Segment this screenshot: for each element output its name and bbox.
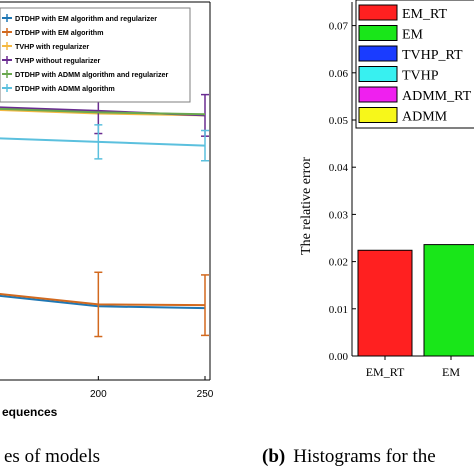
bar-chart-b: The relative error 0.000.010.020.030.040… [299, 0, 474, 379]
right-ytick-label-1: 0.01 [329, 304, 348, 316]
right-ytick-label-7: 0.07 [329, 21, 349, 33]
left-legend-label-3: TVHP without regularizer [15, 56, 101, 65]
right-legend-swatch-3 [358, 66, 398, 82]
right-legend: EM_RT EM TVHP_RT TVHP ADMM_RT ADMM [355, 0, 474, 129]
left-gridlines [97, 376, 206, 380]
left-xtick-labels: 200 250 [90, 389, 214, 400]
right-ytick-label-3: 0.03 [329, 209, 349, 221]
right-bar-0 [357, 249, 413, 357]
right-ytick-label-0: 0.00 [329, 351, 349, 363]
left-series-line-4 [0, 107, 206, 116]
right-bars [357, 244, 474, 357]
right-legend-swatch-1 [358, 25, 398, 41]
right-legend-swatch-2 [358, 45, 398, 62]
left-legend-label-4: DTDHP with ADMM algorithm and regularize… [15, 70, 169, 79]
line-chart-a: 200 250 equences DTDHP with EM algorithm … [0, 1, 214, 419]
caption-a: es of models [4, 446, 101, 467]
right-bar-1 [423, 244, 474, 357]
right-ytick-label-5: 0.05 [329, 115, 349, 127]
left-legend-label-5: DTDHP with ADMM algorithm [15, 84, 115, 93]
left-series-group [0, 87, 209, 338]
left-legend-label-2: TVHP with regularizer [15, 42, 89, 51]
caption-b-text: Histograms for the [293, 446, 436, 467]
right-ticks: 0.00 0.01 0.02 0.03 0.04 0.05 0.06 0.07 EM_RT EM [329, 21, 461, 379]
left-series-line-5 [0, 137, 206, 147]
right-legend-swatch-5 [358, 107, 398, 123]
left-legend-box [0, 7, 191, 103]
right-xtick-label-0: EM_RT [366, 365, 405, 379]
right-legend-label-2: TVHP_RT [402, 48, 463, 63]
left-series-line-2 [0, 109, 206, 117]
caption-b-label: (b) [262, 446, 286, 467]
right-ytick-label-2: 0.02 [329, 257, 348, 269]
left-xtick-label-1: 250 [197, 389, 214, 400]
right-legend-swatch-0 [358, 4, 398, 21]
right-legend-box [355, 0, 474, 129]
left-xtick-label-0: 200 [90, 389, 107, 400]
right-legend-label-4: ADMM_RT [402, 89, 472, 104]
right-legend-label-1: EM [402, 28, 424, 43]
left-series-line-0 [0, 294, 206, 310]
right-xtick-label-1: EM [442, 365, 460, 379]
right-ytick-label-6: 0.06 [329, 68, 349, 80]
right-legend-swatch-4 [358, 86, 398, 103]
left-legend: DTDHP with EM algorithm and regularizer D… [0, 7, 191, 103]
right-legend-label-0: EM_RT [402, 7, 447, 22]
left-legend-label-0: DTDHP with EM algorithm and regularizer [15, 14, 157, 23]
right-y-axis-label: The relative error [299, 157, 314, 255]
right-ytick-label-4: 0.04 [329, 162, 349, 174]
left-series-line-1 [0, 292, 206, 307]
right-legend-label-3: TVHP [402, 69, 439, 84]
left-x-axis-label: equences [2, 405, 58, 419]
right-legend-label-5: ADMM [402, 110, 448, 125]
left-legend-label-1: DTDHP with EM algorithm [15, 28, 104, 37]
caption-b: (b) Histograms for the [262, 446, 436, 468]
